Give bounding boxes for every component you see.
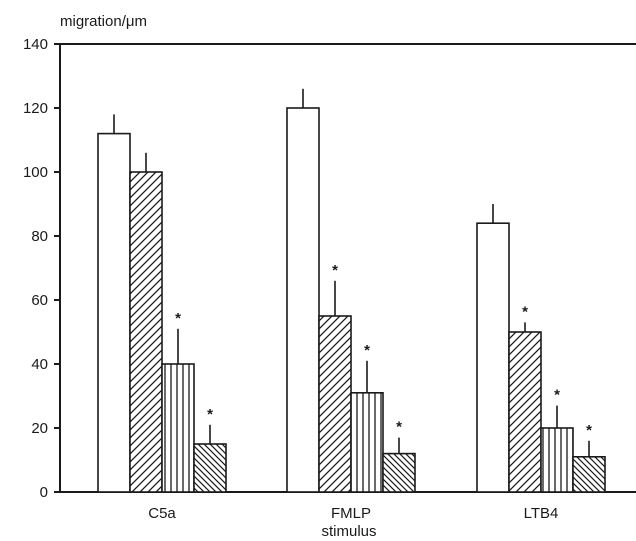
significance-marker: * <box>364 342 370 359</box>
y-tick-label: 0 <box>40 484 48 501</box>
bar <box>476 222 510 493</box>
bar <box>161 363 195 493</box>
x-axis-title: stimulus <box>321 523 376 540</box>
bar <box>193 443 227 493</box>
bar <box>97 132 131 493</box>
y-tick-label: 120 <box>23 100 48 117</box>
y-tick-label: 40 <box>31 356 48 373</box>
category-labels: C5a FMLP LTB4 <box>148 505 558 522</box>
significance-marker: * <box>586 422 592 439</box>
bar <box>382 452 416 493</box>
y-tick-label: 60 <box>31 292 48 309</box>
bar <box>508 331 542 493</box>
significance-marker: * <box>554 387 560 404</box>
significance-marker: * <box>332 262 338 279</box>
category-label: C5a <box>148 505 176 522</box>
y-tick-label: 20 <box>31 420 48 437</box>
y-tick-label: 80 <box>31 228 48 245</box>
y-tick-label: 140 <box>23 36 48 53</box>
category-label: FMLP <box>331 505 371 522</box>
significance-marker: * <box>175 310 181 327</box>
bar-group: * * * * * * * * <box>97 88 606 493</box>
category-label: LTB4 <box>524 505 559 522</box>
y-axis-ticks: 0 20 40 60 80 100 120 140 <box>23 36 60 501</box>
bar <box>318 315 352 493</box>
significance-marker: * <box>522 303 528 320</box>
bar <box>286 107 320 493</box>
bar <box>350 391 384 493</box>
significance-marker: * <box>396 419 402 436</box>
y-tick-label: 100 <box>23 164 48 181</box>
bar <box>572 455 606 493</box>
bar <box>129 171 163 493</box>
significance-marker: * <box>207 406 213 423</box>
bar <box>540 427 574 493</box>
y-axis-title: migration/μm <box>60 13 147 30</box>
